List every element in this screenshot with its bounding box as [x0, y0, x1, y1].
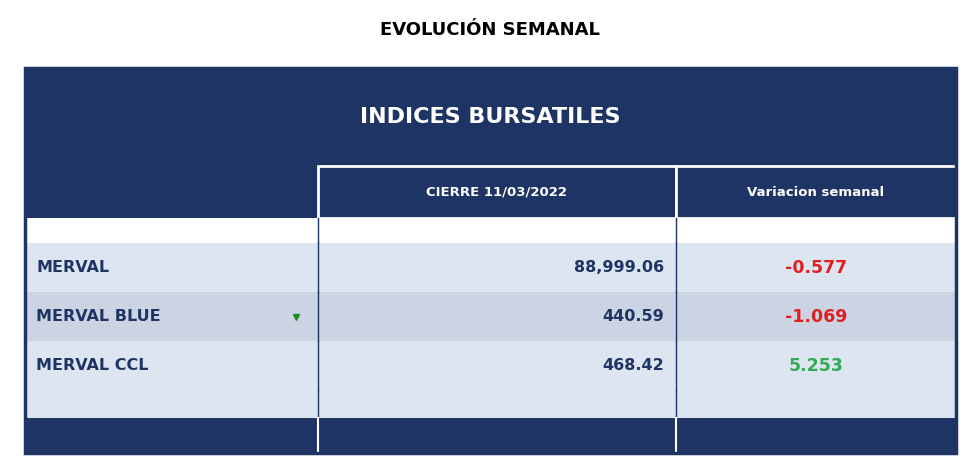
Text: CIERRE 11/03/2022: CIERRE 11/03/2022 — [426, 186, 567, 199]
Text: -0.577: -0.577 — [785, 259, 847, 277]
Text: 5.253: 5.253 — [789, 357, 843, 374]
Bar — [24, 166, 956, 219]
Text: 468.42: 468.42 — [603, 358, 664, 373]
Text: 440.59: 440.59 — [603, 309, 664, 324]
Text: Variacion semanal: Variacion semanal — [748, 186, 884, 199]
Text: -1.069: -1.069 — [785, 308, 847, 325]
Bar — [24, 292, 956, 341]
Bar — [24, 341, 956, 390]
Text: MERVAL BLUE: MERVAL BLUE — [36, 309, 161, 324]
Bar — [676, 166, 956, 219]
Text: INDICES BURSATILES: INDICES BURSATILES — [360, 107, 620, 127]
Bar — [24, 219, 956, 244]
Text: MERVAL CCL: MERVAL CCL — [36, 358, 149, 373]
Text: MERVAL: MERVAL — [36, 260, 110, 276]
Text: EVOLUCIÓN SEMANAL: EVOLUCIÓN SEMANAL — [380, 21, 600, 39]
Bar — [24, 244, 956, 292]
Bar — [24, 68, 956, 453]
Bar — [24, 390, 956, 418]
Bar — [24, 68, 956, 166]
Bar — [318, 166, 676, 219]
Bar — [24, 418, 956, 453]
Text: 88,999.06: 88,999.06 — [574, 260, 664, 276]
